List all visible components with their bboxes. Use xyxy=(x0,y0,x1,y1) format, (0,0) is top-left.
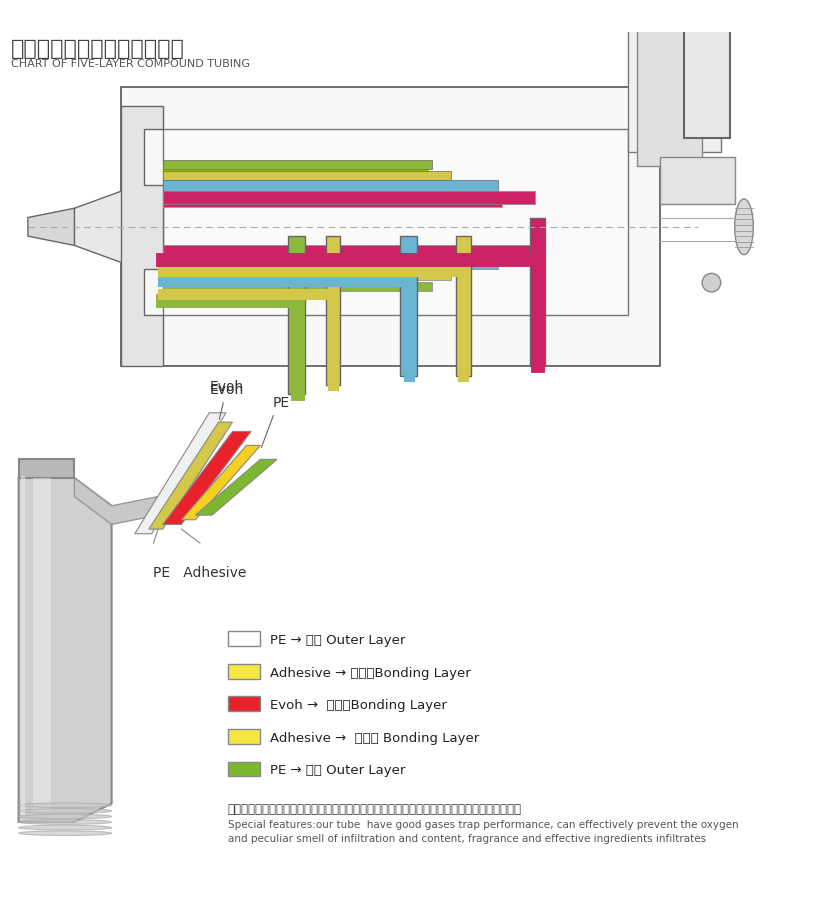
Bar xyxy=(121,87,661,367)
Bar xyxy=(288,236,305,395)
Bar xyxy=(163,191,535,204)
Text: Special features:our tube  have good gases trap performance, can effectively pre: Special features:our tube have good gase… xyxy=(228,820,739,844)
Bar xyxy=(661,157,735,204)
Text: 特点：具有良好的气体阻隔性能，能有效防止氧气和异味的渗入及内容特香味和有效成份渗出。: 特点：具有良好的气体阻隔性能，能有效防止氧气和异味的渗入及内容特香味和有效成份渗… xyxy=(228,804,522,816)
Bar xyxy=(228,729,261,744)
Ellipse shape xyxy=(18,815,111,819)
Bar xyxy=(163,180,497,192)
Bar xyxy=(228,664,261,678)
Bar xyxy=(163,159,432,169)
Bar xyxy=(325,236,340,385)
Bar xyxy=(228,632,261,646)
Bar xyxy=(163,258,497,268)
Polygon shape xyxy=(181,445,261,520)
Bar xyxy=(163,282,432,291)
Polygon shape xyxy=(18,460,75,478)
Polygon shape xyxy=(134,413,226,533)
Bar xyxy=(228,761,261,777)
Ellipse shape xyxy=(735,199,754,255)
Bar xyxy=(163,185,484,195)
Text: PE → 外层 Outer Layer: PE → 外层 Outer Layer xyxy=(270,634,405,647)
Polygon shape xyxy=(28,208,75,245)
Polygon shape xyxy=(75,189,125,264)
Bar xyxy=(627,0,720,152)
Ellipse shape xyxy=(18,831,111,835)
Ellipse shape xyxy=(702,162,720,180)
Ellipse shape xyxy=(18,825,111,830)
Bar xyxy=(228,696,261,712)
Text: PE   Adhesive: PE Adhesive xyxy=(154,567,247,580)
Bar xyxy=(637,8,702,167)
Polygon shape xyxy=(195,460,277,515)
Text: Adhesive →  粘合层 Bonding Layer: Adhesive → 粘合层 Bonding Layer xyxy=(270,732,479,745)
Text: Evoh →  隔离层Bonding Layer: Evoh → 隔离层Bonding Layer xyxy=(270,699,447,713)
Bar xyxy=(163,195,502,207)
Text: PE: PE xyxy=(272,396,290,410)
Ellipse shape xyxy=(18,808,111,814)
Bar xyxy=(163,176,447,185)
Bar xyxy=(163,244,535,258)
Bar xyxy=(163,165,427,176)
Polygon shape xyxy=(18,478,111,822)
Polygon shape xyxy=(149,423,232,529)
Text: Evoh: Evoh xyxy=(209,383,243,420)
Bar xyxy=(163,270,451,280)
Bar xyxy=(163,129,627,315)
Bar xyxy=(530,217,545,367)
Bar xyxy=(163,171,451,180)
Ellipse shape xyxy=(18,820,111,824)
Polygon shape xyxy=(32,478,51,813)
Text: PE → 内层 Outer Layer: PE → 内层 Outer Layer xyxy=(270,764,405,778)
Ellipse shape xyxy=(702,273,720,292)
Text: 五层塑料复合软管结构示意图: 五层塑料复合软管结构示意图 xyxy=(11,39,185,59)
Bar xyxy=(400,236,417,376)
Text: CHART OF FIVE-LAYER COMPOUND TUBING: CHART OF FIVE-LAYER COMPOUND TUBING xyxy=(11,59,250,69)
Bar xyxy=(684,0,730,139)
Polygon shape xyxy=(75,478,158,524)
Bar xyxy=(456,236,471,376)
Text: Evoh: Evoh xyxy=(209,380,243,395)
Ellipse shape xyxy=(18,803,111,807)
Text: Adhesive → 粘合层Bonding Layer: Adhesive → 粘合层Bonding Layer xyxy=(270,667,471,679)
Polygon shape xyxy=(163,432,251,524)
Polygon shape xyxy=(121,106,163,367)
